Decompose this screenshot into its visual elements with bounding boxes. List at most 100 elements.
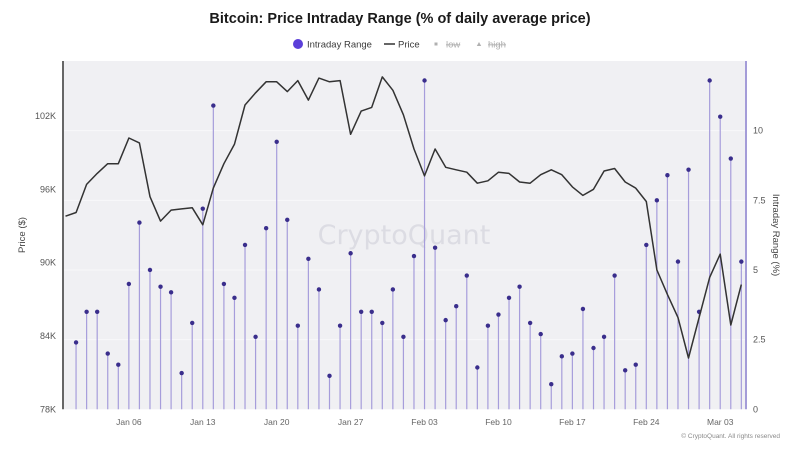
range-dot[interactable]: [94, 309, 100, 314]
range-dot[interactable]: [707, 78, 712, 83]
range-dot[interactable]: [337, 323, 343, 328]
range-lollipop[interactable]: [105, 351, 110, 410]
range-dot[interactable]: [432, 245, 438, 250]
range-lollipop[interactable]: [728, 156, 733, 410]
range-dot[interactable]: [422, 78, 427, 83]
range-lollipop[interactable]: [612, 273, 617, 410]
range-lollipop[interactable]: [464, 273, 469, 410]
range-lollipop[interactable]: [380, 320, 385, 410]
range-dot[interactable]: [306, 256, 311, 262]
range-lollipop[interactable]: [84, 309, 89, 410]
range-dot[interactable]: [232, 295, 237, 301]
range-lollipop[interactable]: [654, 198, 660, 410]
range-lollipop[interactable]: [622, 368, 628, 410]
range-dot[interactable]: [517, 284, 522, 289]
range-dot[interactable]: [263, 225, 269, 231]
range-dot[interactable]: [105, 351, 110, 356]
range-lollipop[interactable]: [390, 287, 396, 410]
range-lollipop[interactable]: [496, 312, 501, 410]
range-dot[interactable]: [601, 334, 607, 340]
range-dot[interactable]: [316, 287, 322, 292]
range-lollipop[interactable]: [485, 323, 491, 410]
range-dot[interactable]: [622, 368, 628, 373]
range-dot[interactable]: [358, 309, 364, 314]
range-lollipop[interactable]: [401, 334, 406, 410]
range-lollipop[interactable]: [147, 267, 153, 410]
range-dot[interactable]: [168, 290, 174, 295]
range-dot[interactable]: [116, 362, 121, 367]
range-dot[interactable]: [253, 334, 258, 340]
range-dot[interactable]: [137, 220, 142, 225]
range-lollipop[interactable]: [707, 78, 712, 410]
legend-item-low[interactable]: low: [434, 40, 461, 51]
range-lollipop[interactable]: [221, 281, 227, 410]
range-dot[interactable]: [242, 242, 248, 248]
range-dot[interactable]: [506, 295, 512, 301]
range-lollipop[interactable]: [718, 114, 723, 410]
range-lollipop[interactable]: [295, 323, 301, 410]
range-dot[interactable]: [496, 312, 501, 317]
range-lollipop[interactable]: [506, 295, 512, 410]
range-dot[interactable]: [190, 320, 195, 326]
range-dot[interactable]: [464, 273, 469, 278]
range-dot[interactable]: [739, 259, 744, 264]
range-lollipop[interactable]: [675, 259, 681, 410]
range-lollipop[interactable]: [158, 284, 163, 410]
range-lollipop[interactable]: [168, 290, 174, 410]
range-lollipop[interactable]: [316, 287, 322, 410]
range-lollipop[interactable]: [348, 251, 353, 410]
range-lollipop[interactable]: [358, 309, 364, 410]
range-lollipop[interactable]: [665, 173, 670, 410]
range-dot[interactable]: [200, 206, 205, 211]
range-lollipop[interactable]: [644, 242, 649, 410]
range-dot[interactable]: [527, 320, 533, 326]
range-dot[interactable]: [644, 242, 649, 248]
range-lollipop[interactable]: [517, 284, 522, 410]
range-dot[interactable]: [158, 284, 163, 289]
range-lollipop[interactable]: [263, 225, 269, 410]
range-dot[interactable]: [147, 267, 153, 273]
range-dot[interactable]: [295, 323, 301, 328]
range-dot[interactable]: [675, 259, 681, 264]
range-lollipop[interactable]: [527, 320, 533, 410]
range-lollipop[interactable]: [580, 306, 586, 410]
range-lollipop[interactable]: [242, 242, 248, 410]
range-lollipop[interactable]: [94, 309, 100, 410]
range-lollipop[interactable]: [538, 331, 543, 410]
range-lollipop[interactable]: [73, 340, 79, 410]
range-lollipop[interactable]: [211, 103, 216, 410]
range-dot[interactable]: [179, 370, 184, 376]
range-lollipop[interactable]: [126, 281, 132, 410]
range-dot[interactable]: [285, 217, 290, 223]
range-lollipop[interactable]: [285, 217, 290, 410]
legend-item-price[interactable]: Price: [384, 40, 420, 51]
range-lollipop[interactable]: [137, 220, 142, 410]
range-lollipop[interactable]: [232, 295, 237, 410]
range-lollipop[interactable]: [190, 320, 195, 410]
range-lollipop[interactable]: [337, 323, 343, 410]
range-dot[interactable]: [570, 351, 575, 356]
range-dot[interactable]: [665, 173, 670, 178]
range-dot[interactable]: [221, 281, 227, 287]
range-dot[interactable]: [549, 382, 554, 387]
range-dot[interactable]: [274, 139, 279, 145]
range-dot[interactable]: [84, 309, 89, 314]
range-dot[interactable]: [126, 281, 132, 287]
range-dot[interactable]: [728, 156, 733, 161]
range-lollipop[interactable]: [327, 373, 332, 410]
range-lollipop[interactable]: [253, 334, 258, 410]
range-lollipop[interactable]: [411, 253, 417, 410]
range-lollipop[interactable]: [454, 304, 459, 410]
range-lollipop[interactable]: [570, 351, 575, 410]
range-dot[interactable]: [401, 334, 406, 340]
range-dot[interactable]: [485, 323, 491, 328]
range-dot[interactable]: [633, 362, 638, 367]
range-dot[interactable]: [411, 253, 417, 259]
range-lollipop[interactable]: [633, 362, 638, 410]
range-dot[interactable]: [211, 103, 216, 108]
range-lollipop[interactable]: [179, 370, 184, 410]
range-lollipop[interactable]: [369, 309, 374, 410]
range-dot[interactable]: [380, 320, 385, 326]
range-dot[interactable]: [559, 354, 565, 359]
range-dot[interactable]: [390, 287, 396, 292]
